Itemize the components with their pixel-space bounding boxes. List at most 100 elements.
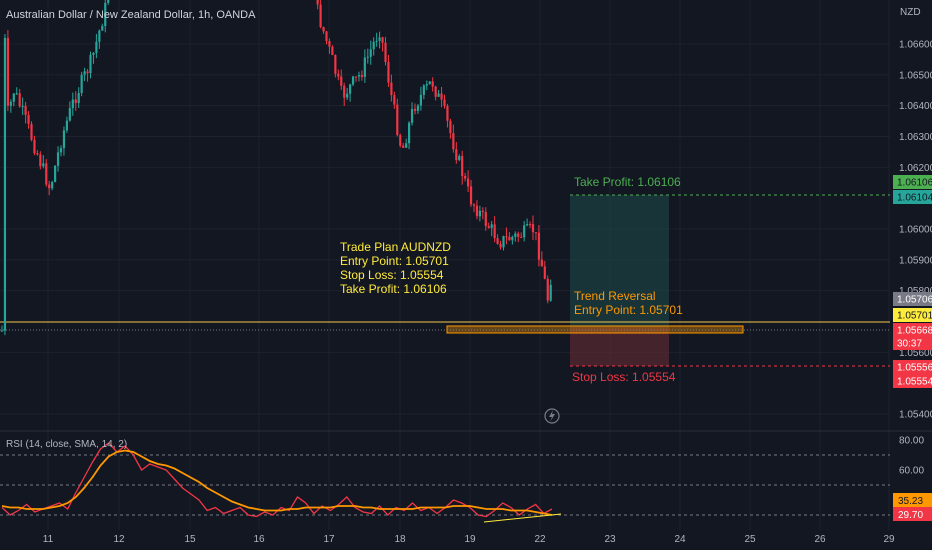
candle-body <box>372 41 375 50</box>
price-tag: 1.06104 <box>893 190 932 204</box>
price-tick-label: 1.06300 <box>899 132 932 143</box>
candle-body <box>15 93 18 95</box>
candle-body <box>416 105 420 111</box>
candle-body <box>357 75 361 77</box>
rsi-value-tag: 35.23 <box>893 493 932 507</box>
candle-body <box>354 76 358 78</box>
candle-body <box>98 30 101 42</box>
time-axis[interactable]: 11 12 15 16 17 18 19 22 23 24 25 26 29 <box>43 534 895 545</box>
candle-body <box>48 184 51 189</box>
trade-plan-title: Trade Plan AUDNZD <box>340 240 451 254</box>
candle-body <box>65 120 68 131</box>
candle-body <box>71 99 74 109</box>
candle-body <box>360 75 363 77</box>
time-tick-label: 15 <box>184 534 196 545</box>
candle-body <box>493 224 496 239</box>
candle-body <box>12 93 15 102</box>
price-tag: 1.05554 <box>893 374 932 388</box>
candle-body <box>505 236 508 238</box>
candle-body <box>27 114 30 124</box>
svg-text:1.05668: 1.05668 <box>897 326 932 337</box>
candle-body <box>549 284 552 301</box>
candle-body <box>51 181 54 189</box>
lightning-icon[interactable] <box>544 408 560 424</box>
time-tick-label: 18 <box>394 534 406 545</box>
price-tags: 1.06106 1.06104 1.05706 1.05701 1.05668 30:37… <box>893 175 932 388</box>
candle-body <box>9 101 12 106</box>
candle-body <box>449 120 452 134</box>
candle-body <box>18 93 21 107</box>
candle-body <box>425 84 428 86</box>
candle-body <box>469 186 473 205</box>
rsi-legend[interactable]: RSI (14, close, SMA, 14, 2) <box>6 439 127 450</box>
candle-body <box>86 71 89 74</box>
candle-body <box>440 93 443 100</box>
candle-body <box>92 52 95 55</box>
candle-body <box>337 73 340 77</box>
time-tick-label: 11 <box>43 534 54 545</box>
candle-body <box>36 153 39 155</box>
candle-body <box>6 37 9 106</box>
candle-body <box>363 57 366 77</box>
svg-text:1.05554: 1.05554 <box>897 377 932 388</box>
candle-body <box>95 41 98 53</box>
candle-body <box>59 148 63 153</box>
candle-body <box>384 42 387 62</box>
price-tick-label: 1.06400 <box>899 101 932 112</box>
candle-body <box>375 40 378 42</box>
candle-body <box>343 85 346 98</box>
trade-plan-take: Take Profit: 1.06106 <box>340 282 447 296</box>
candle-body <box>443 99 446 106</box>
rsi-tick-label: 60.00 <box>899 466 924 477</box>
candle-body <box>472 204 476 206</box>
candle-body <box>387 61 390 83</box>
svg-text:29.70: 29.70 <box>898 510 923 521</box>
time-tick-label: 25 <box>744 534 756 545</box>
take-profit-label: Take Profit: 1.06106 <box>574 175 681 189</box>
candle-body <box>381 37 384 43</box>
candle-body <box>502 236 505 248</box>
candle-body <box>325 31 328 42</box>
svg-text:30:37: 30:37 <box>897 339 922 350</box>
candle-body <box>410 108 414 123</box>
rsi-trendline[interactable] <box>483 513 562 523</box>
candle-body <box>30 123 33 140</box>
trade-plan-note[interactable]: Trade Plan AUDNZD Entry Point: 1.05701 S… <box>340 240 451 296</box>
candle-body <box>83 71 86 75</box>
price-tick-label: 1.05600 <box>899 348 932 359</box>
price-tick-label: 1.06600 <box>899 40 932 51</box>
candle-body <box>21 105 24 107</box>
candle-body <box>62 130 66 149</box>
candle-body <box>431 81 434 87</box>
candle-body <box>346 93 349 98</box>
rsi-sma-line <box>1 449 553 516</box>
candle-body <box>104 2 107 27</box>
candle-body <box>534 232 538 234</box>
candle-body <box>68 108 71 121</box>
price-axis[interactable]: NZD 1.06600 1.06500 1.06400 1.06300 1.06200 1… <box>899 7 932 421</box>
candle-body <box>319 4 322 28</box>
trade-plan-entry: Entry Point: 1.05701 <box>340 254 449 268</box>
candle-body <box>543 266 546 279</box>
time-tick-label: 22 <box>534 534 546 545</box>
symbol-title[interactable]: Australian Dollar / New Zealand Dollar, … <box>6 9 256 21</box>
candle-body <box>528 224 532 226</box>
rsi-pane: 80.00 60.00 <box>0 436 924 518</box>
time-tick-label: 16 <box>253 534 265 545</box>
candle-body <box>520 236 523 238</box>
time-tick-label: 29 <box>883 534 895 545</box>
candle-body <box>540 259 543 267</box>
candle-body <box>514 233 517 237</box>
candle-body <box>316 0 319 5</box>
candle-body <box>508 236 511 241</box>
candle-body <box>437 93 440 97</box>
price-tag: 30:37 <box>893 336 932 350</box>
candle-body <box>490 224 493 228</box>
candle-body <box>523 225 526 238</box>
trend-reversal-label: Trend Reversal <box>574 289 656 303</box>
candle-body <box>3 37 7 331</box>
candle-body <box>475 205 479 217</box>
candle-body <box>351 76 355 85</box>
candle-body <box>487 226 490 228</box>
